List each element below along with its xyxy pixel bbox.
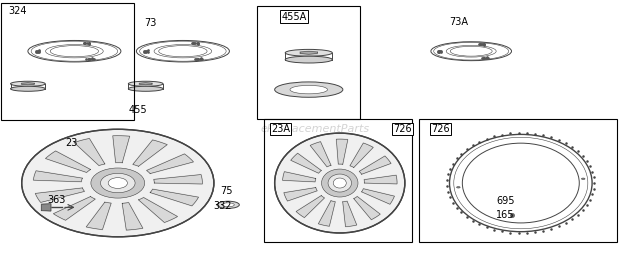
Polygon shape bbox=[133, 140, 167, 166]
Polygon shape bbox=[146, 154, 193, 174]
Polygon shape bbox=[291, 153, 321, 173]
Circle shape bbox=[456, 187, 460, 188]
Text: 324: 324 bbox=[8, 6, 27, 16]
Polygon shape bbox=[310, 142, 331, 167]
Text: 695: 695 bbox=[496, 196, 515, 206]
Polygon shape bbox=[74, 138, 105, 166]
Bar bbox=[418, 119, 617, 242]
Polygon shape bbox=[150, 189, 198, 206]
Circle shape bbox=[582, 178, 585, 179]
Ellipse shape bbox=[11, 86, 45, 91]
Polygon shape bbox=[113, 136, 130, 163]
Polygon shape bbox=[45, 151, 91, 173]
Ellipse shape bbox=[334, 178, 347, 188]
Ellipse shape bbox=[108, 178, 128, 188]
Polygon shape bbox=[354, 196, 380, 220]
Ellipse shape bbox=[217, 201, 239, 208]
Ellipse shape bbox=[154, 45, 211, 58]
Ellipse shape bbox=[285, 56, 332, 63]
Bar bbox=[264, 119, 412, 242]
Polygon shape bbox=[343, 201, 356, 227]
Ellipse shape bbox=[22, 129, 214, 237]
Ellipse shape bbox=[11, 81, 45, 86]
Polygon shape bbox=[122, 202, 143, 230]
Text: 73: 73 bbox=[144, 18, 156, 28]
Ellipse shape bbox=[91, 168, 144, 198]
Polygon shape bbox=[300, 51, 317, 54]
Text: 726: 726 bbox=[431, 124, 450, 134]
Polygon shape bbox=[140, 83, 152, 85]
Polygon shape bbox=[284, 188, 317, 201]
Polygon shape bbox=[361, 189, 394, 204]
Text: 363: 363 bbox=[47, 195, 66, 205]
Text: 23A: 23A bbox=[271, 124, 290, 134]
Text: 73A: 73A bbox=[449, 17, 468, 27]
Bar bbox=[1, 3, 134, 120]
Ellipse shape bbox=[100, 173, 135, 193]
Polygon shape bbox=[35, 188, 84, 202]
Polygon shape bbox=[364, 175, 397, 184]
Polygon shape bbox=[42, 204, 51, 211]
Ellipse shape bbox=[45, 45, 103, 58]
Ellipse shape bbox=[159, 46, 207, 57]
Polygon shape bbox=[283, 172, 316, 182]
Ellipse shape bbox=[275, 82, 343, 97]
Polygon shape bbox=[22, 83, 34, 85]
Polygon shape bbox=[33, 171, 82, 182]
Text: 23: 23 bbox=[65, 138, 78, 148]
Ellipse shape bbox=[285, 49, 332, 56]
Ellipse shape bbox=[128, 86, 163, 91]
Ellipse shape bbox=[328, 174, 352, 192]
Text: eReplacementParts: eReplacementParts bbox=[260, 124, 370, 134]
Text: 332: 332 bbox=[213, 201, 232, 211]
Ellipse shape bbox=[222, 203, 234, 207]
Polygon shape bbox=[319, 201, 335, 226]
Polygon shape bbox=[350, 143, 373, 167]
Text: 726: 726 bbox=[393, 124, 412, 134]
Polygon shape bbox=[138, 197, 177, 222]
Polygon shape bbox=[53, 197, 95, 220]
Ellipse shape bbox=[446, 45, 496, 57]
Bar bbox=[257, 6, 360, 119]
Text: 455A: 455A bbox=[281, 12, 307, 22]
Ellipse shape bbox=[275, 133, 405, 233]
Ellipse shape bbox=[50, 46, 99, 57]
Ellipse shape bbox=[290, 86, 327, 94]
Polygon shape bbox=[296, 196, 324, 218]
Text: 455: 455 bbox=[128, 105, 147, 115]
Polygon shape bbox=[86, 202, 111, 230]
Polygon shape bbox=[154, 175, 202, 184]
Ellipse shape bbox=[463, 143, 579, 223]
Polygon shape bbox=[359, 156, 391, 174]
Ellipse shape bbox=[450, 46, 492, 56]
Ellipse shape bbox=[322, 169, 358, 197]
Text: 165: 165 bbox=[496, 210, 515, 220]
Ellipse shape bbox=[128, 81, 163, 86]
Text: 75: 75 bbox=[220, 186, 232, 196]
Polygon shape bbox=[337, 139, 348, 164]
